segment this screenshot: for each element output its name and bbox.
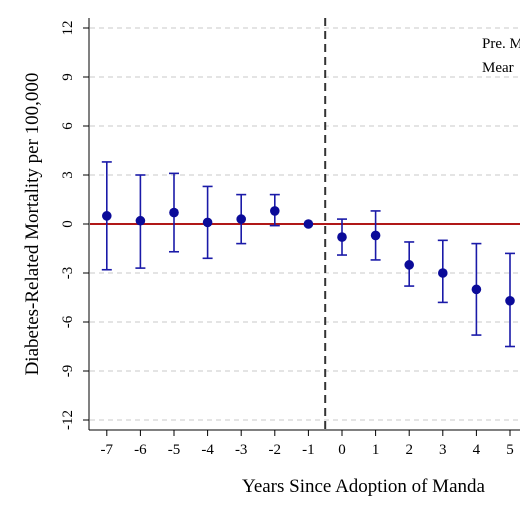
point-estimate <box>370 230 381 241</box>
y-tick-label: 12 <box>60 21 76 36</box>
confidence-intervals <box>101 161 515 348</box>
axes <box>83 18 520 436</box>
x-tick-label: -5 <box>168 442 181 458</box>
point-estimate <box>270 206 280 216</box>
point-estimate <box>471 284 482 295</box>
point-estimate <box>404 260 415 270</box>
point-estimate <box>135 215 146 226</box>
x-tick-label: -7 <box>101 442 114 458</box>
y-tick-label: -9 <box>60 365 76 378</box>
x-axis-title: Years Since Adoption of Manda <box>242 476 486 497</box>
y-tick-label: -6 <box>60 315 76 328</box>
point-estimate <box>102 211 112 221</box>
point-estimate <box>438 268 448 278</box>
y-tick-label: -12 <box>60 410 76 430</box>
point-estimate <box>337 232 347 242</box>
x-tick-label: 0 <box>338 442 346 458</box>
x-tick-label: 4 <box>473 442 481 458</box>
x-tick-label: -3 <box>235 442 248 458</box>
y-tick-label: 6 <box>60 122 76 130</box>
x-tick-label: -2 <box>269 442 282 458</box>
x-tick-label: 2 <box>405 442 413 458</box>
x-tick-label: 1 <box>372 442 380 458</box>
point-estimate <box>236 214 246 224</box>
legend-note-line-1: Pre. M <box>482 36 520 52</box>
y-tick-label: -3 <box>60 267 76 280</box>
point-estimate <box>303 219 314 229</box>
x-tick-label: -6 <box>134 442 147 458</box>
x-tick-label: -4 <box>201 442 214 458</box>
y-tick-label: 9 <box>60 73 76 81</box>
point-estimate <box>169 207 179 218</box>
point-estimates <box>102 206 515 306</box>
x-tick-label: 3 <box>439 442 447 458</box>
y-tick-label: 0 <box>60 220 76 228</box>
legend-note-line-2: Mear <box>482 60 514 76</box>
point-estimate <box>505 295 515 306</box>
point-estimate <box>202 217 213 228</box>
y-axis-title: Diabetes-Related Mortality per 100,000 <box>22 73 43 376</box>
x-tick-label: -1 <box>302 442 315 458</box>
x-tick-label: 5 <box>506 442 514 458</box>
y-tick-label: 3 <box>60 171 76 179</box>
